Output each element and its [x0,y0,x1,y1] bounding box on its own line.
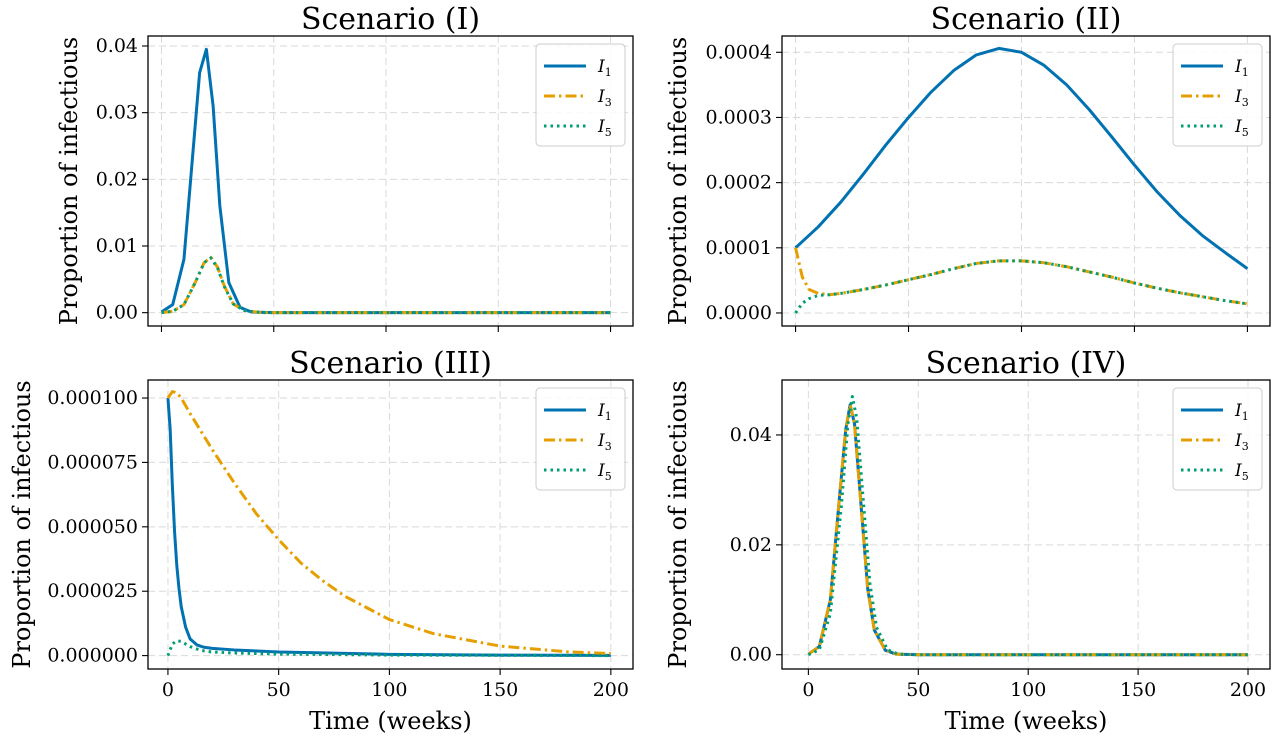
panel-1: 0.00 0.01 0.02 0.03 0.04 Scenario (I) Proporti… [55,2,634,332]
x-tick-label: 100 [1010,679,1046,701]
y-tick-label: 0.02 [730,534,772,556]
legend-label-I1: I1 [1234,401,1249,423]
legend-label-I1: I1 [1234,57,1249,79]
axes-frame [147,379,634,670]
x-tick-label: 0 [162,679,174,701]
legend-label-I1: I1 [597,57,612,79]
y-axis-label: Proportion of infectious [664,380,692,668]
legend: I1 I3 I5 [535,43,626,147]
legend: I1 I3 I5 [535,387,626,491]
series-line-I3 [161,255,611,315]
y-axis-label: Proportion of infectious [55,37,83,325]
x-tick-label: 50 [267,679,291,701]
x-tick-label: 200 [593,679,629,701]
axes-frame [781,379,1271,670]
legend-label-I5: I5 [597,117,612,139]
y-axis-label: Proportion of infectious [8,380,36,668]
y-tick-label: 0.0001 [706,237,772,259]
series-line-I5 [807,394,1249,657]
legend-label-I5: I5 [1234,117,1249,139]
x-tick-label: 150 [1120,679,1156,701]
y-tick-label: 0.02 [96,168,138,190]
y-tick-label: 0.000075 [47,451,138,473]
series-line-I5 [794,259,1248,314]
legend-label-I3: I3 [597,431,612,453]
y-tick-label: 0.000025 [47,580,138,602]
legend-label-I5: I5 [597,461,612,483]
legend-label-I3: I3 [1234,431,1249,453]
legend: I1 I3 I5 [1172,387,1263,491]
y-tick-label: 0.00 [730,644,772,666]
legend-label-I3: I3 [597,87,612,109]
panel-3: 0 50 100 150 200 0.000000 0.000025 0.000050 0.00… [8,346,634,735]
series-line-I5 [161,256,611,315]
series-line-I3 [166,390,611,656]
panel-2: 0.0000 0.0001 0.0002 0.0003 0.0004 Scenario (… [664,2,1271,332]
panel-4: 0 50 100 150 200 0.00 0.02 0.04 Scenario (IV) Pro… [664,346,1271,735]
legend-label-I1: I1 [597,401,612,423]
y-tick-label: 0.0004 [706,41,772,63]
y-tick-label: 0.04 [730,424,772,446]
legend-label-I5: I5 [1234,461,1249,483]
y-tick-label: 0.000100 [47,387,138,409]
y-tick-label: 0.01 [96,235,138,257]
x-tick-label: 50 [906,679,930,701]
y-tick-label: 0.000050 [47,516,138,538]
y-tick-label: 0.03 [96,102,138,124]
x-tick-label: 150 [482,679,518,701]
chart-title: Scenario (III) [289,346,492,381]
chart-title: Scenario (I) [301,2,480,37]
axes-frame [781,35,1271,327]
legend-label-I3: I3 [1234,87,1249,109]
chart-title: Scenario (IV) [926,346,1127,381]
x-axis-label: Time (weeks) [309,707,472,735]
y-tick-label: 0.0003 [706,106,772,128]
x-tick-label: 100 [371,679,407,701]
series-line-I1 [166,397,611,657]
y-tick-label: 0.0002 [706,172,772,194]
y-tick-label: 0.04 [96,35,138,57]
x-axis-label: Time (weeks) [945,707,1108,735]
y-tick-label: 0.00 [96,302,138,324]
x-tick-label: 0 [802,679,814,701]
axes-frame [147,35,634,327]
y-tick-label: 0.000000 [47,645,138,667]
y-tick-label: 0.0000 [706,302,772,324]
legend: I1 I3 I5 [1172,43,1263,147]
x-tick-label: 200 [1230,679,1266,701]
series-line-I1 [794,46,1249,270]
y-axis-label: Proportion of infectious [664,37,692,325]
chart-title: Scenario (II) [931,2,1122,37]
